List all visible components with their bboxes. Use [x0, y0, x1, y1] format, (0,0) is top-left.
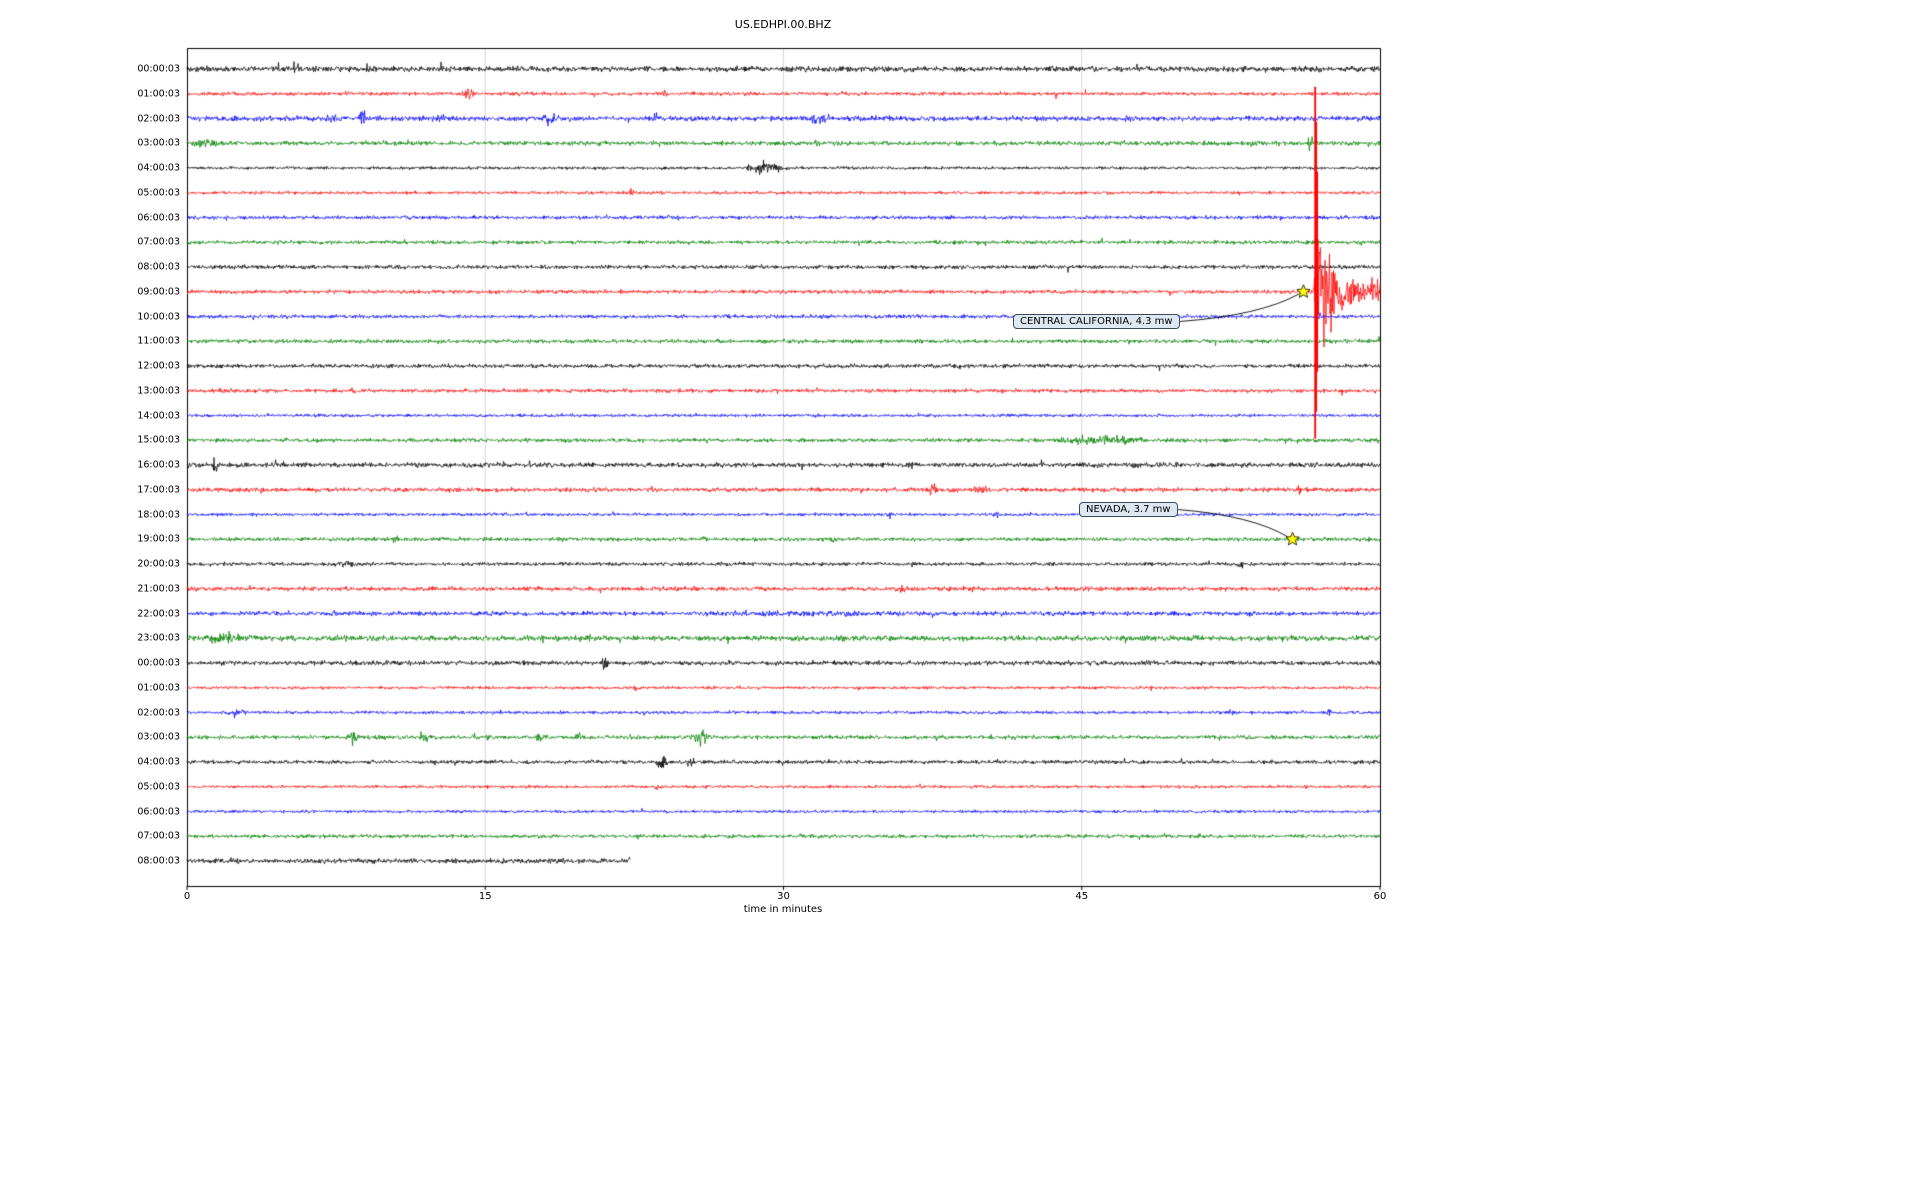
row-label: 22:00:03 [137, 608, 180, 619]
x-tick-label: 30 [777, 891, 790, 902]
event-annotation-central-california: CENTRAL CALIFORNIA, 4.3 mw [1013, 314, 1180, 329]
row-label: 02:00:03 [137, 113, 180, 124]
x-tick-label: 45 [1075, 891, 1089, 902]
row-label: 23:00:03 [137, 632, 180, 644]
row-label: 12:00:03 [137, 360, 180, 372]
row-label: 03:00:03 [137, 731, 180, 743]
row-label: 07:00:03 [137, 830, 180, 842]
row-label: 01:00:03 [137, 88, 180, 100]
row-label: 04:00:03 [137, 162, 180, 174]
row-label: 01:00:03 [137, 682, 180, 694]
row-label: 05:00:03 [137, 781, 180, 793]
row-label: 17:00:03 [137, 484, 180, 496]
row-label: 19:00:03 [137, 533, 180, 545]
row-label: 14:00:03 [137, 410, 180, 421]
row-label: 07:00:03 [137, 236, 180, 248]
row-label: 21:00:03 [137, 583, 180, 595]
row-label: 08:00:03 [137, 261, 180, 273]
row-label: 15:00:03 [137, 434, 180, 446]
row-label: 04:00:03 [137, 756, 180, 768]
row-label: 13:00:03 [137, 385, 180, 397]
row-label: 09:00:03 [137, 286, 180, 298]
x-tick-label: 60 [1373, 891, 1387, 902]
row-label: 20:00:03 [137, 558, 180, 570]
event-annotation-nevada: NEVADA, 3.7 mw [1079, 502, 1178, 517]
row-label: 18:00:03 [137, 509, 180, 520]
row-label: 16:00:03 [137, 459, 180, 471]
row-label: 00:00:03 [137, 657, 180, 669]
row-label: 11:00:03 [137, 335, 180, 347]
row-label: 05:00:03 [137, 187, 180, 199]
x-axis-label: time in minutes [743, 904, 823, 915]
row-label: 00:00:03 [137, 63, 180, 75]
row-label: 08:00:03 [137, 855, 180, 867]
x-tick-label: 15 [478, 891, 492, 902]
row-label: 06:00:03 [137, 806, 180, 817]
row-label: 02:00:03 [137, 707, 180, 718]
chart-title: US.EDHPI.00.BHZ [734, 18, 832, 31]
row-label: 03:00:03 [137, 137, 180, 149]
row-label: 06:00:03 [137, 212, 180, 223]
row-label: 10:00:03 [137, 311, 180, 322]
x-tick-label: 0 [183, 891, 191, 902]
